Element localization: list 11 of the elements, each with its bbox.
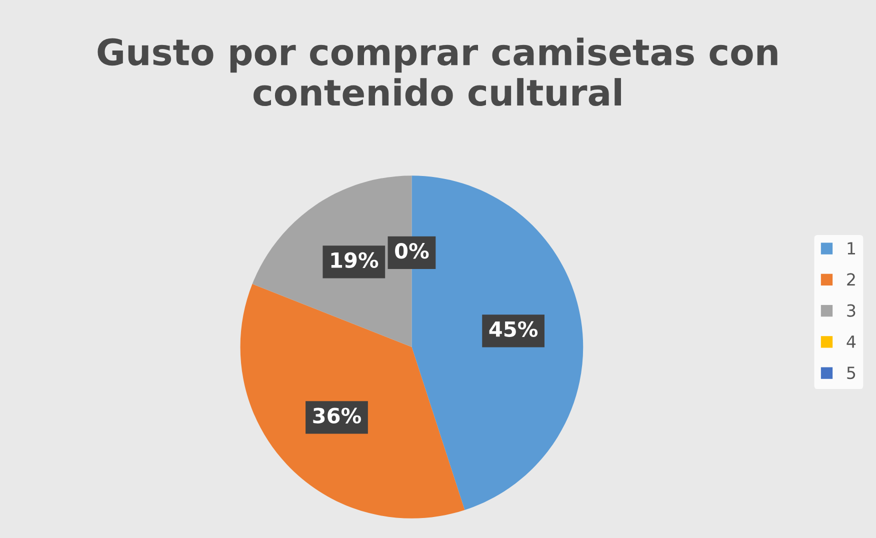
pie-slice — [240, 284, 465, 518]
data-label: 45% — [489, 321, 538, 337]
data-label: 36% — [313, 408, 362, 424]
legend-label: 1 — [848, 242, 855, 254]
text: 0% — [395, 243, 429, 259]
legend-label: 3 — [847, 304, 856, 317]
data-label: 19% — [331, 252, 378, 268]
legend-label: 2 — [847, 273, 855, 286]
legend-label: 4 — [846, 336, 856, 348]
chart-title: Gusto por comprar camisetas con contenido cultural — [98, 38, 778, 106]
legend-label: 5 — [847, 366, 856, 380]
